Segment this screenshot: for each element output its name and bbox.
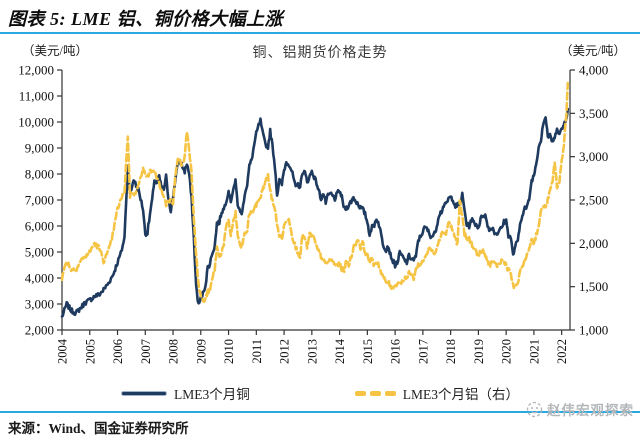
chart-title: 铜、铝期货价格走势 [252, 46, 388, 61]
svg-text:2009: 2009 [194, 339, 208, 364]
svg-text:3,000: 3,000 [579, 149, 608, 164]
svg-text:2022: 2022 [555, 339, 569, 364]
svg-text:2,000: 2,000 [25, 323, 54, 338]
svg-text:2013: 2013 [305, 339, 319, 364]
svg-text:1,000: 1,000 [579, 323, 608, 338]
footer-divider [0, 411, 640, 413]
chart-legend: LME3个月铜 LME3个月铝（右） [0, 383, 640, 403]
aluminum-dash-marker [354, 390, 396, 396]
svg-text:2019: 2019 [472, 339, 486, 364]
header-divider [0, 32, 640, 34]
source-note: 来源：Wind、国金证券研究所 [8, 421, 189, 436]
copper-line-marker [121, 390, 167, 396]
svg-text:4,000: 4,000 [25, 271, 54, 286]
svg-text:11,000: 11,000 [19, 89, 54, 104]
svg-text:2,500: 2,500 [579, 193, 608, 208]
svg-text:5,000: 5,000 [25, 245, 54, 260]
svg-text:8,000: 8,000 [25, 167, 54, 182]
svg-text:2015: 2015 [361, 339, 375, 364]
legend-label-aluminum: LME3个月铝（右） [402, 387, 519, 402]
svg-text:2011: 2011 [250, 339, 264, 364]
svg-text:2012: 2012 [278, 339, 292, 364]
svg-text:2016: 2016 [389, 339, 403, 364]
watermark: 赵伟宏观探索 [526, 399, 634, 419]
svg-text:6,000: 6,000 [25, 219, 54, 234]
svg-text:7,000: 7,000 [25, 193, 54, 208]
legend-item-copper: LME3个月铜 [121, 383, 250, 403]
figure-title: 图表 5: LME 铝、铜价格大幅上涨 [8, 9, 283, 29]
left-axis-unit-label: （美元/吨） [22, 44, 88, 58]
svg-text:2006: 2006 [111, 339, 125, 364]
svg-text:3,000: 3,000 [25, 297, 54, 312]
watermark-text: 赵伟宏观探索 [547, 403, 634, 418]
svg-text:2020: 2020 [500, 339, 514, 364]
svg-text:2018: 2018 [444, 339, 458, 364]
watermark-logo-icon [526, 401, 543, 417]
svg-text:2010: 2010 [222, 339, 236, 364]
svg-text:9,000: 9,000 [25, 141, 54, 156]
right-axis-unit-label: （美元/吨） [560, 44, 626, 58]
svg-text:10,000: 10,000 [18, 115, 54, 130]
svg-text:2021: 2021 [527, 339, 541, 364]
svg-text:3,500: 3,500 [579, 106, 608, 121]
legend-label-copper: LME3个月铜 [174, 387, 250, 402]
svg-text:2004: 2004 [56, 338, 70, 364]
svg-text:1,500: 1,500 [579, 279, 608, 294]
svg-text:2005: 2005 [83, 339, 97, 364]
legend-item-aluminum: LME3个月铝（右） [354, 383, 519, 403]
svg-text:4,000: 4,000 [579, 63, 608, 78]
svg-text:2014: 2014 [333, 338, 347, 364]
svg-text:2008: 2008 [167, 339, 181, 364]
svg-text:2017: 2017 [416, 339, 430, 364]
svg-text:2,000: 2,000 [579, 236, 608, 251]
svg-text:12,000: 12,000 [18, 63, 54, 78]
svg-text:2007: 2007 [139, 339, 153, 364]
